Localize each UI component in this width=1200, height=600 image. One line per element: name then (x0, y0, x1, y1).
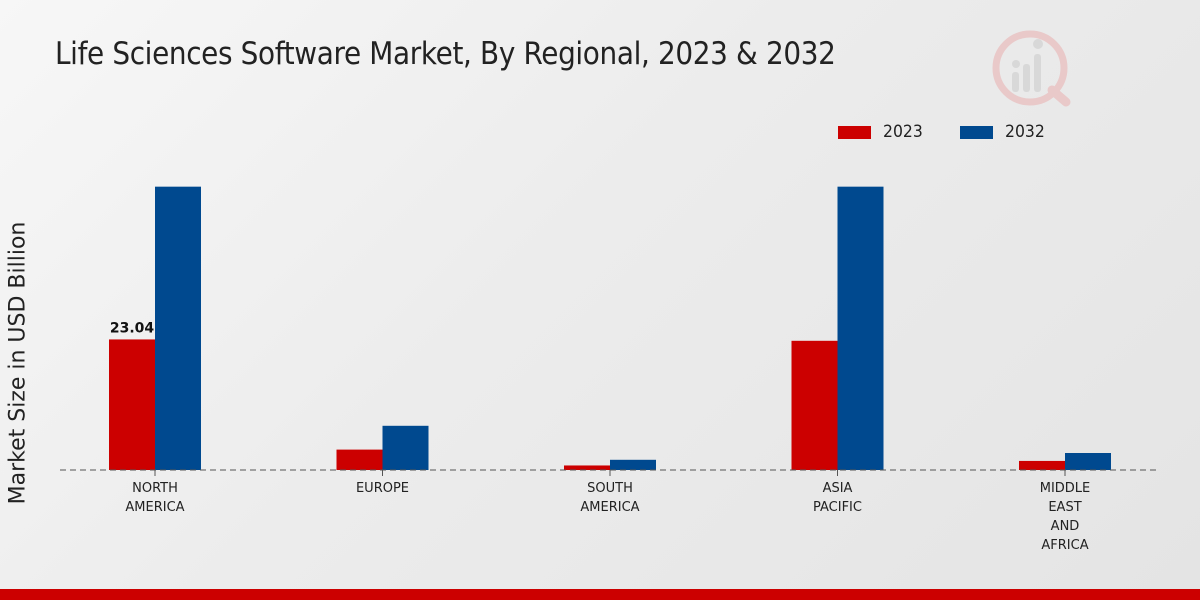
data-label-23.04: 23.04 (110, 320, 155, 336)
x-tick-label-middle-east-and-africa: MIDDLE EAST AND AFRICA (1040, 481, 1091, 553)
x-tick-label-line: PACIFIC (813, 500, 862, 515)
legend-label-2023: 2023 (883, 122, 923, 142)
bar-2023-europe (336, 449, 383, 470)
x-tick-label-north-america: NORTH AMERICA (125, 481, 184, 515)
x-tick-label-line: SOUTH (587, 481, 633, 496)
x-tick-label-europe: EUROPE (356, 481, 409, 496)
legend-item-2032: 2032 (960, 122, 1048, 142)
bar-2032-asia-pacific (837, 186, 884, 470)
x-tick-label-line: EUROPE (356, 481, 409, 496)
x-tick-label-line: EAST (1048, 500, 1081, 515)
x-tick-label-line: AMERICA (125, 500, 184, 515)
bar-2023-south-america (564, 465, 610, 470)
bar-2032-south-america (610, 459, 656, 470)
bar-2032-europe (382, 425, 429, 470)
bottom-accent-bar (0, 589, 1200, 600)
x-tick-label-line: MIDDLE (1040, 481, 1091, 496)
chart-title: Life Sciences Software Market, By Region… (55, 36, 836, 72)
x-tick-label-line: AFRICA (1041, 538, 1088, 553)
legend-swatch-2023 (838, 125, 871, 139)
bar-2023-north-america (109, 339, 155, 470)
bar-2023-middle-east-and-africa (1019, 460, 1065, 470)
brand-logo-icon (992, 30, 1071, 107)
x-tick-label-line: NORTH (132, 481, 178, 496)
x-tick-label-line: AMERICA (580, 500, 639, 515)
legend-label-2032: 2032 (1005, 122, 1046, 142)
x-tick-label-south-america: SOUTH AMERICA (580, 481, 639, 515)
legend-item-2023: 2023 (838, 122, 926, 142)
legend-swatch-2032 (960, 125, 994, 139)
chart-legend: 2023 2032 (838, 122, 1083, 142)
x-tick-label-line: AND (1051, 519, 1080, 534)
x-tick-label-asia-pacific: ASIA PACIFIC (813, 481, 862, 515)
bar-2032-north-america (155, 186, 201, 470)
bar-2032-middle-east-and-africa (1065, 453, 1111, 470)
x-tick-label-line: ASIA (823, 481, 853, 496)
bar-2023-asia-pacific (791, 340, 838, 470)
